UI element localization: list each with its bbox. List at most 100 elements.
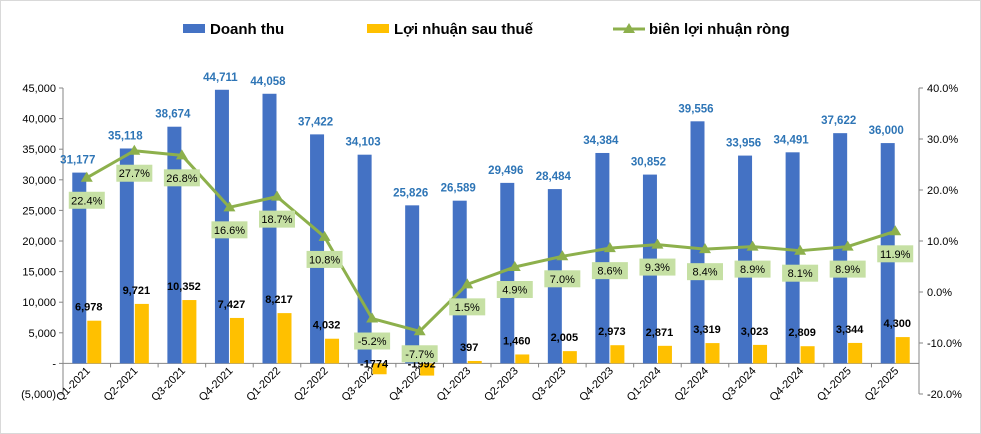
category-tick-label: Q1-2023: [435, 365, 474, 404]
margin-data-label: 7.0%: [550, 274, 575, 286]
revenue-bar: [405, 205, 420, 364]
margin-label-background: [496, 281, 533, 299]
left-axis-tick-label: 20,000: [22, 236, 56, 248]
revenue-bar: [119, 148, 134, 364]
margin-label-background: [544, 270, 581, 288]
revenue-data-label: 38,674: [155, 109, 191, 121]
margin-point: [556, 250, 569, 261]
margin-point: [651, 238, 664, 249]
margin-point: [318, 230, 331, 241]
category-tick-label: Q3-2023: [530, 365, 569, 404]
margin-data-label: 22.4%: [71, 195, 102, 207]
margin-data-label: 11.9%: [880, 249, 911, 261]
margin-point: [699, 243, 711, 254]
revenue-data-label: 44,058: [250, 76, 286, 88]
margin-point: [746, 240, 759, 251]
right-axis-tick-label: 0.0%: [927, 287, 952, 299]
revenue-data-label: 33,956: [726, 138, 761, 150]
margin-data-label: 18.7%: [261, 214, 292, 226]
margin-label-background: [401, 345, 438, 363]
category-tick-label: Q1-2025: [815, 365, 854, 404]
margin-point: [80, 171, 93, 182]
margin-point: [175, 149, 188, 160]
margin-point: [271, 190, 283, 201]
margin-data-label: 8.1%: [788, 268, 813, 280]
revenue-bar: [167, 126, 182, 364]
revenue-data-label: 31,177: [60, 155, 95, 167]
profit-bar: [420, 363, 435, 376]
profit-bar: [87, 320, 102, 364]
revenue-data-label: 29,496: [488, 165, 523, 177]
margin-data-label: 26.8%: [166, 173, 197, 185]
legend-label-profit: Lợi nhuận sau thuế: [394, 21, 534, 38]
margin-label-background: [877, 245, 914, 263]
revenue-bar: [785, 152, 800, 364]
revenue-data-label: 37,622: [821, 115, 856, 127]
data-labels: 31,177 35,118 38,674 44,711 44,058 37,422 34,1…: [60, 72, 914, 370]
legend-marker-margin: [623, 23, 635, 33]
margin-data-label: 9.3%: [645, 262, 670, 274]
legend: Doanh thu Lợi nhuận sau thuế biên lợi nh…: [183, 21, 790, 38]
margin-point: [413, 325, 426, 336]
profit-bar: [705, 343, 720, 364]
left-axis-tick-label: 5,000: [28, 328, 56, 340]
profit-bar: [467, 360, 482, 364]
category-tick-label: Q2-2023: [482, 365, 521, 404]
category-tick-label: Q1-2022: [244, 365, 283, 404]
profit-bar: [277, 313, 292, 364]
revenue-bar: [452, 200, 467, 364]
profit-data-label: 3,023: [741, 326, 769, 338]
left-axis-tick-label: 40,000: [22, 114, 56, 126]
margin-data-label: -5.2%: [358, 336, 387, 348]
left-axis-tick-label: 15,000: [22, 267, 56, 279]
profit-bar: [753, 344, 768, 364]
profit-data-label: 4,300: [883, 318, 911, 330]
category-tick-label: Q3-2024: [720, 365, 759, 404]
left-axis-tick-label: 30,000: [22, 175, 56, 187]
revenue-bar: [595, 152, 610, 364]
margin-label-background: [639, 258, 676, 276]
margin-data-label: 10.8%: [309, 254, 340, 266]
profit-data-label: -1774: [360, 358, 389, 370]
profit-bar: [325, 338, 340, 364]
margin-label-background: [829, 260, 866, 278]
margin-point: [128, 144, 141, 155]
profit-data-label: 2,005: [551, 332, 579, 344]
margin-point: [223, 201, 236, 212]
margin-point: [461, 278, 474, 289]
revenue-bar: [738, 155, 753, 364]
revenue-bar: [72, 172, 87, 364]
profit-data-label: 3,344: [836, 324, 864, 336]
profit-bar: [515, 354, 530, 364]
bars: [72, 89, 910, 376]
profit-bar: [134, 303, 149, 364]
margin-point: [794, 244, 807, 255]
margin-label-background: [259, 210, 295, 228]
margin-data-label: 8.9%: [835, 264, 860, 276]
category-tick-label: Q4-2021: [197, 365, 236, 404]
profit-data-label: 2,973: [598, 326, 626, 338]
margin-label-background: [591, 262, 628, 280]
revenue-data-label: 26,589: [441, 183, 476, 195]
margin-point: [841, 240, 854, 251]
margin-label-background: [116, 164, 153, 182]
margin-label-background: [782, 264, 819, 282]
margin-data-label: 1.5%: [455, 302, 480, 314]
category-tick-label: Q2-2021: [102, 365, 141, 404]
profit-bar: [800, 346, 815, 364]
margin-data-label: 27.7%: [119, 168, 150, 180]
category-tick-label: Q1-2021: [54, 365, 93, 404]
margin-point: [603, 242, 616, 253]
profit-bar: [848, 342, 863, 364]
revenue-data-label: 34,384: [583, 135, 619, 147]
profit-bar: [562, 351, 577, 364]
margin-data-label: 8.9%: [740, 264, 765, 276]
profit-data-label: 7,427: [218, 299, 246, 311]
margin-data-label: 8.6%: [597, 266, 622, 278]
margin-series-line: [86, 149, 896, 333]
revenue-bar: [310, 134, 325, 364]
margin-point: [508, 261, 521, 272]
revenue-bar: [262, 93, 277, 364]
